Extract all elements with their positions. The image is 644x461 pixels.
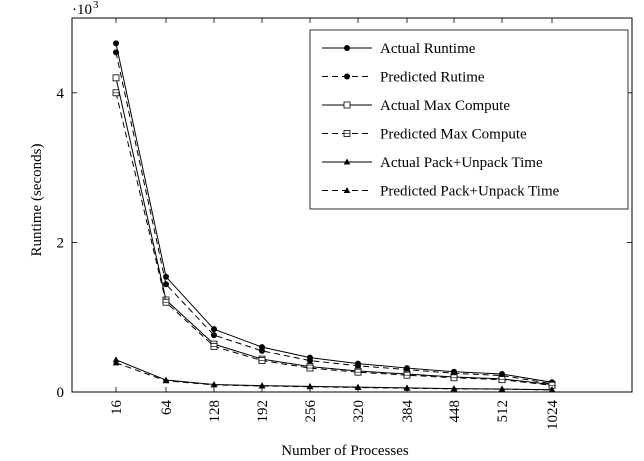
data-point bbox=[343, 187, 351, 193]
data-point bbox=[112, 359, 120, 366]
legend-item: Actual Max Compute bbox=[322, 98, 510, 114]
x-tick-label: 320 bbox=[351, 400, 367, 423]
data-point bbox=[163, 273, 169, 280]
legend-label: Actual Pack+Unpack Time bbox=[380, 155, 543, 171]
y-scale-exponent: 3 bbox=[93, 0, 99, 11]
x-tick-label: 448 bbox=[447, 400, 463, 423]
data-point bbox=[403, 384, 411, 391]
legend-box bbox=[309, 29, 629, 210]
data-point bbox=[548, 386, 556, 393]
x-tick-label: 1024 bbox=[545, 400, 561, 431]
legend-label: Predicted Rutime bbox=[380, 70, 485, 86]
data-point bbox=[163, 281, 169, 288]
series-line bbox=[115, 77, 553, 386]
data-point bbox=[354, 384, 362, 391]
data-point bbox=[112, 74, 120, 82]
series-line bbox=[115, 92, 553, 386]
data-point bbox=[307, 357, 313, 364]
y-tick-label: 0 bbox=[57, 385, 65, 401]
data-point bbox=[210, 342, 218, 350]
data-point bbox=[498, 385, 506, 392]
y-tick-label: 2 bbox=[57, 235, 65, 251]
legend-item: Actual Pack+Unpack Time bbox=[322, 155, 543, 171]
legend-label: Predicted Pack+Unpack Time bbox=[380, 184, 560, 200]
y-tick-label: 4 bbox=[57, 86, 65, 102]
x-axis-title: Number of Processes bbox=[281, 443, 409, 459]
data-point bbox=[113, 49, 119, 56]
x-tick-label: 256 bbox=[303, 400, 319, 423]
legend-item: Predicted Max Compute bbox=[322, 127, 527, 143]
x-tick-label: 384 bbox=[400, 400, 416, 423]
x-tick-label: 16 bbox=[109, 400, 125, 416]
y-axis-title: Runtime (seconds) bbox=[29, 144, 45, 257]
data-point bbox=[498, 376, 506, 384]
data-point bbox=[210, 381, 218, 388]
data-point bbox=[450, 385, 458, 392]
series-line bbox=[115, 362, 553, 391]
y-axis-scale-factor: ·10 3 bbox=[72, 0, 99, 18]
data-point bbox=[258, 382, 266, 389]
x-tick-label: 64 bbox=[159, 400, 175, 416]
data-point bbox=[343, 130, 351, 137]
legend-label: Actual Max Compute bbox=[380, 98, 510, 114]
data-point bbox=[403, 371, 411, 379]
x-tick-label: 128 bbox=[207, 400, 223, 423]
data-point bbox=[211, 326, 217, 333]
data-point bbox=[344, 73, 350, 80]
series-6 bbox=[112, 359, 556, 393]
legend-label: Actual Runtime bbox=[380, 41, 476, 57]
legend-label: Predicted Max Compute bbox=[380, 127, 527, 143]
data-point bbox=[258, 357, 266, 364]
data-point bbox=[113, 40, 119, 47]
data-point bbox=[211, 332, 217, 339]
data-point bbox=[162, 377, 170, 384]
data-point bbox=[306, 383, 314, 390]
data-point bbox=[343, 101, 351, 109]
legend: Actual Runtime Predicted Rutime Actual Max… bbox=[309, 29, 629, 210]
data-point bbox=[259, 347, 265, 354]
data-point bbox=[344, 45, 350, 51]
legend-item: Predicted Pack+Unpack Time bbox=[322, 184, 560, 200]
legend-item: Predicted Rutime bbox=[322, 70, 485, 86]
data-point bbox=[112, 89, 120, 97]
series-4 bbox=[112, 89, 556, 389]
y-scale-base: ·10 bbox=[72, 2, 92, 18]
series-line bbox=[115, 52, 553, 385]
series-line bbox=[115, 43, 553, 383]
plot-frame bbox=[71, 17, 633, 393]
data-point bbox=[343, 158, 351, 165]
data-point bbox=[450, 374, 458, 382]
data-point bbox=[162, 298, 170, 306]
data-point bbox=[354, 368, 362, 376]
x-tick-label: 512 bbox=[495, 400, 511, 423]
legend-item: Actual Runtime bbox=[322, 41, 476, 57]
x-tick-label: 192 bbox=[255, 400, 271, 423]
data-point bbox=[306, 364, 314, 372]
plot-area: 0 2 4 16 64 128 192 256 320 384 448 512 1024 bbox=[57, 17, 633, 431]
data-point bbox=[355, 362, 361, 369]
